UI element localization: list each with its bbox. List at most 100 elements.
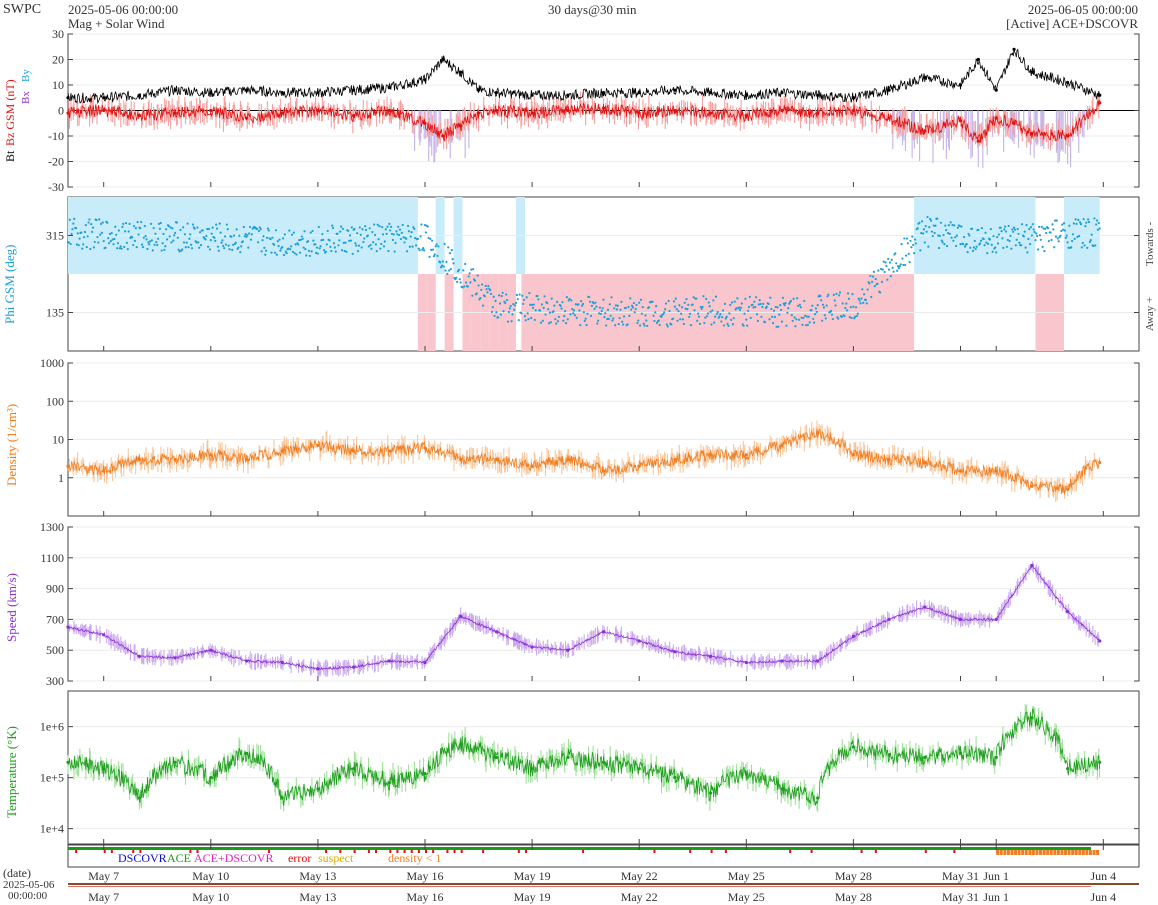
phi-point xyxy=(96,235,99,239)
phi-point xyxy=(193,227,196,230)
phi-point xyxy=(613,307,616,310)
phi-point xyxy=(824,317,827,320)
phi-point xyxy=(644,314,647,317)
phi-point xyxy=(222,244,225,248)
phi-point xyxy=(642,322,645,325)
phi-point xyxy=(232,243,235,246)
phi-point xyxy=(447,246,450,249)
phi-point xyxy=(912,252,916,255)
phi-point xyxy=(128,222,131,225)
phi-point xyxy=(257,229,261,232)
phi-point xyxy=(68,218,71,221)
phi-point xyxy=(589,300,592,303)
phi-point xyxy=(476,274,479,277)
phi-point xyxy=(333,246,336,249)
phi-point xyxy=(239,251,242,254)
phi-point xyxy=(419,235,422,238)
phi-point xyxy=(132,224,136,228)
phi-point xyxy=(262,235,265,238)
density-low-mark xyxy=(1071,850,1075,855)
phi-point xyxy=(522,298,526,301)
density-point xyxy=(958,469,963,473)
temperature-point xyxy=(887,753,891,757)
temperature-point xyxy=(1098,760,1102,764)
bz-point xyxy=(994,116,998,120)
phi-point xyxy=(773,315,776,319)
phi-point xyxy=(835,292,838,295)
phi-point xyxy=(331,224,334,227)
phi-point xyxy=(733,300,736,303)
phi-point xyxy=(1077,218,1080,222)
phi-point xyxy=(165,228,168,231)
phi-point xyxy=(845,302,848,305)
phi-point xyxy=(292,231,295,234)
phi-point xyxy=(703,321,706,325)
phi-point xyxy=(877,269,880,272)
error-mark xyxy=(132,850,135,853)
phi-point xyxy=(91,226,95,229)
phi-point xyxy=(385,232,388,235)
density-point xyxy=(173,457,177,462)
phi-point xyxy=(312,239,315,242)
phi-point xyxy=(473,279,477,282)
phi-point xyxy=(1046,227,1050,230)
phi-point xyxy=(387,249,390,253)
time-tick-label: May 19 xyxy=(514,869,551,883)
phi-point xyxy=(630,308,633,311)
phi-point xyxy=(393,250,396,253)
phi-point xyxy=(182,241,186,244)
phi-point xyxy=(371,230,374,234)
phi-point xyxy=(73,217,76,220)
speed-point xyxy=(601,630,606,634)
phi-point xyxy=(564,310,567,313)
phi-point xyxy=(539,309,542,312)
bt-point xyxy=(709,91,713,95)
phi-point xyxy=(683,301,686,304)
phi-point xyxy=(256,227,259,230)
phi-point xyxy=(526,312,529,315)
speed-panel: 300 500 700 900 1100 1300 Speed (km/s) xyxy=(4,520,1140,688)
bz-point xyxy=(476,111,481,115)
phi-point xyxy=(539,321,543,324)
phi-point xyxy=(1009,234,1012,237)
phi-point xyxy=(740,302,743,305)
phi-point xyxy=(674,297,677,300)
phi-point xyxy=(86,235,89,238)
phi-point xyxy=(584,317,587,320)
error-mark xyxy=(524,850,527,853)
phi-point xyxy=(937,234,940,237)
phi-point xyxy=(721,309,725,312)
phi-point xyxy=(611,319,614,322)
phi-point xyxy=(405,237,408,240)
phi-point xyxy=(1004,225,1007,228)
phi-point xyxy=(796,304,800,308)
phi-point xyxy=(655,321,659,325)
density-line xyxy=(67,428,1100,495)
phi-point xyxy=(182,226,185,229)
phi-point xyxy=(1064,236,1067,239)
phi-point xyxy=(191,223,195,226)
phi-point xyxy=(524,319,527,322)
phi-point xyxy=(554,318,557,321)
phi-point xyxy=(1049,231,1052,234)
phi-point xyxy=(288,229,291,232)
phi-point xyxy=(776,306,779,309)
bt-point xyxy=(851,96,856,100)
phi-point xyxy=(121,225,124,229)
phi-point xyxy=(1061,223,1064,226)
temperature-point xyxy=(1030,716,1034,720)
density-point xyxy=(709,453,713,457)
phi-point xyxy=(721,316,724,319)
phi-point xyxy=(513,308,516,311)
phi-point xyxy=(889,274,892,278)
phi-point xyxy=(330,249,333,253)
legend-suspect: suspect xyxy=(318,851,354,865)
phi-point xyxy=(986,252,989,255)
ytick-label: 1e+5 xyxy=(40,771,64,785)
temperature-point xyxy=(851,745,856,749)
phi-point xyxy=(790,314,793,317)
phi-point xyxy=(946,244,949,248)
phi-point xyxy=(344,241,347,244)
phi-point xyxy=(132,243,135,247)
density-low-mark xyxy=(1060,850,1064,855)
